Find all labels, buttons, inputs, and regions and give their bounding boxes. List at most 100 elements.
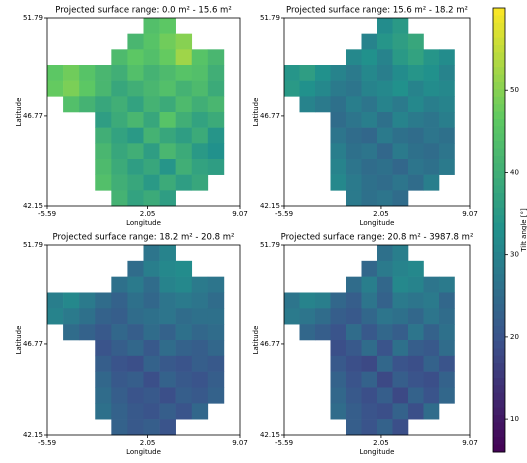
cell bbox=[330, 355, 347, 372]
cell bbox=[95, 292, 112, 309]
cell bbox=[207, 65, 225, 81]
cell bbox=[207, 49, 225, 66]
cell bbox=[95, 143, 112, 160]
cell bbox=[143, 308, 160, 325]
cell bbox=[127, 355, 144, 372]
cell bbox=[191, 403, 209, 420]
cell bbox=[423, 355, 440, 372]
cell bbox=[299, 96, 316, 113]
cell bbox=[423, 340, 440, 357]
x-tick-label: 2.05 bbox=[140, 439, 156, 447]
cell bbox=[191, 276, 209, 293]
colorbar-tick-label: 20 bbox=[510, 333, 519, 341]
colorbar-step bbox=[493, 304, 505, 312]
cell bbox=[346, 340, 362, 357]
cell bbox=[159, 143, 176, 160]
cell bbox=[127, 49, 144, 66]
cell bbox=[47, 308, 64, 325]
cell bbox=[408, 112, 424, 128]
cell bbox=[346, 308, 362, 325]
cell bbox=[175, 260, 193, 277]
cell bbox=[207, 159, 225, 175]
cell bbox=[392, 403, 409, 420]
x-axis-label: Longitude bbox=[126, 448, 161, 456]
colorbar-step bbox=[493, 267, 505, 275]
cell bbox=[346, 174, 362, 191]
cell bbox=[346, 80, 362, 97]
colorbar-step bbox=[493, 185, 505, 194]
cell bbox=[377, 260, 393, 277]
cell bbox=[408, 260, 424, 277]
cell bbox=[95, 112, 112, 128]
cell bbox=[377, 143, 393, 160]
colorbar-step bbox=[493, 370, 505, 379]
x-axis-label: Longitude bbox=[360, 219, 395, 227]
colorbar-step bbox=[493, 341, 505, 349]
cell bbox=[143, 276, 160, 293]
cell bbox=[191, 49, 209, 66]
cell bbox=[63, 65, 80, 81]
cell bbox=[408, 174, 424, 191]
cell bbox=[361, 190, 378, 207]
colorbar-step bbox=[493, 296, 505, 305]
cell bbox=[95, 355, 112, 372]
cell bbox=[79, 65, 96, 81]
cell bbox=[377, 33, 393, 50]
cell bbox=[95, 308, 112, 325]
cell bbox=[392, 49, 409, 66]
cell bbox=[423, 159, 440, 175]
cell bbox=[191, 143, 209, 160]
cell bbox=[377, 387, 393, 404]
cell bbox=[175, 340, 193, 357]
cell bbox=[191, 65, 209, 81]
y-tick-label: 51.79 bbox=[260, 241, 280, 249]
cell bbox=[159, 245, 176, 262]
cell bbox=[377, 403, 393, 420]
cell bbox=[127, 190, 144, 207]
cell bbox=[159, 174, 176, 191]
cell bbox=[377, 324, 393, 341]
cell bbox=[423, 65, 440, 81]
x-tick-label: 2.05 bbox=[140, 210, 156, 218]
cell bbox=[361, 127, 378, 144]
cell bbox=[377, 308, 393, 325]
cell bbox=[423, 49, 440, 66]
cell bbox=[377, 174, 393, 191]
cell bbox=[143, 355, 160, 372]
cell bbox=[408, 403, 424, 420]
cell bbox=[377, 80, 393, 97]
colorbar-step bbox=[493, 30, 505, 39]
cell bbox=[63, 324, 80, 341]
cell bbox=[423, 387, 440, 404]
cell bbox=[175, 33, 193, 50]
colorbar-step bbox=[493, 378, 505, 386]
cell bbox=[377, 245, 393, 262]
colorbar-step bbox=[493, 363, 505, 372]
y-axis-label: Latitude bbox=[15, 326, 23, 355]
cell bbox=[423, 80, 440, 97]
cell bbox=[330, 65, 347, 81]
colorbar-step bbox=[493, 252, 505, 261]
cell bbox=[377, 419, 393, 436]
cell bbox=[191, 371, 209, 388]
cell bbox=[143, 403, 160, 420]
cell bbox=[423, 308, 440, 325]
cell bbox=[191, 387, 209, 404]
cell bbox=[408, 80, 424, 97]
title: Projected surface range: 0.0 m² - 15.6 m… bbox=[55, 6, 232, 16]
cell bbox=[111, 276, 128, 293]
cell bbox=[330, 324, 347, 341]
cell bbox=[175, 65, 193, 81]
cell bbox=[330, 403, 347, 420]
cell bbox=[361, 49, 378, 66]
x-tick-label: 9.07 bbox=[462, 210, 478, 218]
cell bbox=[143, 159, 160, 175]
cell bbox=[377, 49, 393, 66]
cell bbox=[207, 371, 225, 388]
cell bbox=[408, 33, 424, 50]
x-tick-label: 9.07 bbox=[232, 439, 248, 447]
cell bbox=[175, 403, 193, 420]
cell bbox=[111, 174, 128, 191]
cell bbox=[143, 292, 160, 309]
cell bbox=[439, 340, 455, 357]
